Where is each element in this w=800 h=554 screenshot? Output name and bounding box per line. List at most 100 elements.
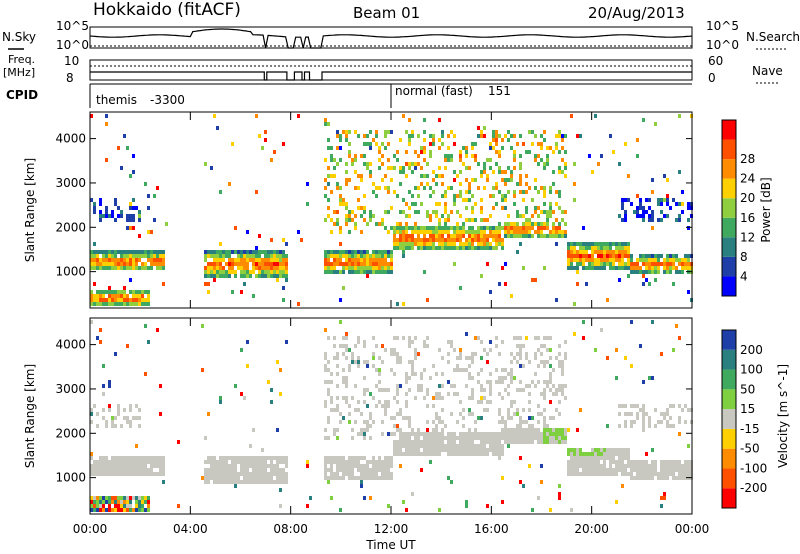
velocity-cell — [324, 456, 327, 460]
power-cell — [402, 234, 405, 238]
velocity-cell — [123, 500, 126, 504]
power-cell — [471, 142, 474, 146]
velocity-cell — [222, 464, 225, 468]
power-cell — [510, 294, 513, 298]
power-cell — [531, 222, 534, 226]
velocity-cell — [456, 444, 459, 448]
velocity-cell — [147, 496, 150, 500]
velocity-cell — [465, 444, 468, 448]
power-cell — [510, 234, 513, 238]
power-cell — [636, 194, 639, 198]
power-cell — [237, 258, 240, 262]
velocity-cell — [492, 452, 495, 456]
power-cell — [207, 290, 210, 294]
power-cell — [411, 194, 414, 198]
power-cell — [423, 230, 426, 234]
power-cell — [447, 246, 450, 250]
cpid-mode-2-name: normal (fast) — [395, 84, 473, 98]
power-cell — [96, 254, 99, 258]
velocity-cell — [555, 356, 558, 360]
velocity-cell — [399, 384, 402, 388]
power-cell — [228, 258, 231, 262]
velocity-cell — [213, 464, 216, 468]
power-cell — [477, 186, 480, 190]
velocity-cell — [501, 380, 504, 384]
power-cell — [558, 230, 561, 234]
velocity-cell — [501, 444, 504, 448]
velocity-cell — [201, 324, 204, 328]
velocity-cell — [423, 340, 426, 344]
velocity-cell — [258, 456, 261, 460]
power-cell — [120, 290, 123, 294]
velocity-cell — [603, 452, 606, 456]
velocity-cell — [624, 452, 627, 456]
power-cell — [243, 282, 246, 286]
power-cell — [252, 294, 255, 298]
power-cell — [570, 114, 573, 118]
power-cell — [342, 286, 345, 290]
power-colorbar-swatch — [722, 139, 736, 160]
power-cell — [132, 226, 135, 230]
velocity-cell — [480, 436, 483, 440]
power-cell — [375, 142, 378, 146]
power-cell — [390, 258, 393, 262]
velocity-cell — [684, 472, 687, 476]
power-cell — [426, 214, 429, 218]
velocity-cell — [357, 400, 360, 404]
power-cell — [132, 250, 135, 254]
velocity-cell — [210, 472, 213, 476]
velocity-cell — [90, 456, 93, 460]
power-cell — [669, 270, 672, 274]
power-cell — [222, 250, 225, 254]
power-cell — [327, 270, 330, 274]
velocity-cell — [387, 468, 390, 472]
velocity-cell — [354, 476, 357, 480]
velocity-cell — [456, 364, 459, 368]
power-cell — [408, 138, 411, 142]
power-cell — [270, 266, 273, 270]
power-cell — [519, 166, 522, 170]
velocity-cell — [336, 428, 339, 432]
velocity-cell — [117, 464, 120, 468]
power-cell — [672, 258, 675, 262]
velocity-cell — [519, 356, 522, 360]
velocity-cell — [537, 404, 540, 408]
power-cell — [564, 222, 567, 226]
power-cell — [615, 242, 618, 246]
velocity-cell — [219, 464, 222, 468]
power-cell — [546, 234, 549, 238]
velocity-cell — [441, 384, 444, 388]
power-cell — [231, 270, 234, 274]
power-cell — [483, 134, 486, 138]
velocity-cell — [336, 352, 339, 356]
power-cell — [471, 178, 474, 182]
power-cell — [399, 182, 402, 186]
power-cell — [450, 210, 453, 214]
power-cell — [483, 126, 486, 130]
velocity-cell — [384, 348, 387, 352]
power-cell — [618, 254, 621, 258]
power-cell — [393, 190, 396, 194]
power-cell — [510, 226, 513, 230]
power-cell — [654, 254, 657, 258]
velocity-cell — [126, 496, 129, 500]
velocity-cell — [126, 500, 129, 504]
power-cell — [648, 214, 651, 218]
nave-label: Nave — [752, 64, 783, 78]
velocity-cell — [510, 360, 513, 364]
power-cell — [678, 270, 681, 274]
power-cell — [348, 214, 351, 218]
power-cell — [483, 246, 486, 250]
velocity-cell — [381, 360, 384, 364]
power-cell — [552, 222, 555, 226]
velocity-cell — [417, 440, 420, 444]
velocity-cell — [477, 372, 480, 376]
power-cell — [642, 274, 645, 278]
velocity-cell — [549, 432, 552, 436]
power-cell — [489, 158, 492, 162]
power-cell — [498, 234, 501, 238]
power-cell — [669, 262, 672, 266]
velocity-cell — [546, 384, 549, 388]
power-cell — [498, 170, 501, 174]
velocity-cell — [153, 460, 156, 464]
